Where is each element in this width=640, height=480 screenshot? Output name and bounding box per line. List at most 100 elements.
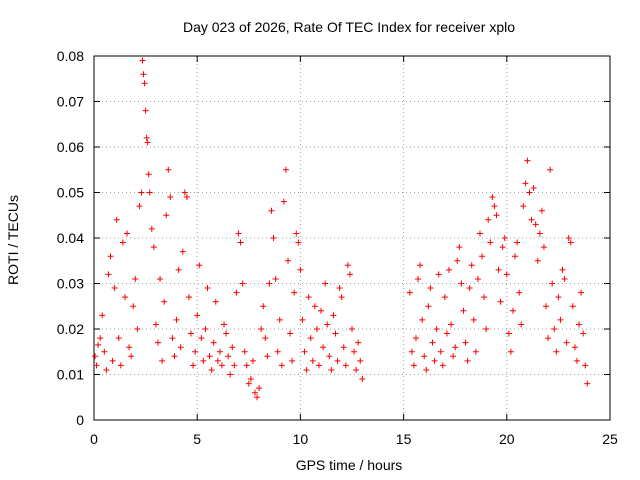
data-point bbox=[293, 230, 300, 237]
axis-ticks: 0 5 10 15 20 25 0 0.01 0.02 0.03 0.04 0.05 0.06 0.07 0… bbox=[57, 48, 618, 447]
data-point bbox=[239, 280, 246, 287]
data-point bbox=[218, 362, 225, 369]
data-point bbox=[446, 266, 453, 273]
data-point bbox=[150, 244, 157, 251]
data-point bbox=[105, 271, 112, 278]
plot-frame bbox=[93, 55, 611, 421]
data-point bbox=[111, 285, 118, 292]
data-point bbox=[419, 316, 426, 323]
data-point bbox=[340, 344, 347, 351]
data-point bbox=[543, 303, 550, 310]
data-point bbox=[342, 362, 349, 369]
data-point bbox=[305, 294, 312, 301]
data-point bbox=[540, 244, 547, 251]
data-point bbox=[509, 307, 516, 314]
data-point bbox=[561, 275, 568, 282]
data-point bbox=[143, 134, 150, 141]
data-point bbox=[313, 326, 320, 332]
data-point bbox=[154, 339, 161, 346]
data-point bbox=[454, 257, 461, 264]
data-point bbox=[328, 366, 335, 373]
data-point bbox=[192, 348, 199, 355]
data-point bbox=[247, 376, 254, 383]
data-point bbox=[109, 357, 116, 364]
y-tick-label: 0.06 bbox=[57, 139, 84, 155]
data-point bbox=[152, 321, 159, 328]
data-point bbox=[185, 294, 192, 301]
data-point bbox=[472, 348, 479, 355]
data-point bbox=[295, 239, 302, 246]
data-point bbox=[495, 266, 502, 273]
x-tick-label: 15 bbox=[396, 431, 412, 447]
data-point bbox=[479, 253, 486, 260]
data-point bbox=[256, 385, 263, 392]
data-point bbox=[136, 203, 143, 210]
data-point bbox=[303, 366, 310, 373]
x-tick-label: 25 bbox=[602, 431, 618, 447]
data-point bbox=[113, 216, 120, 223]
data-point bbox=[223, 330, 230, 337]
data-point bbox=[551, 326, 558, 332]
data-point bbox=[243, 362, 250, 369]
data-point bbox=[514, 239, 521, 246]
data-point bbox=[582, 362, 589, 369]
data-point bbox=[235, 230, 242, 237]
data-point bbox=[225, 353, 232, 360]
data-point bbox=[245, 380, 252, 387]
data-point bbox=[425, 303, 432, 310]
data-point bbox=[520, 203, 527, 210]
data-point bbox=[452, 344, 459, 351]
data-point bbox=[144, 139, 151, 146]
data-point bbox=[258, 326, 265, 332]
data-point bbox=[276, 316, 283, 323]
data-point bbox=[518, 321, 525, 328]
data-point bbox=[188, 330, 195, 337]
data-point bbox=[175, 266, 182, 273]
data-point bbox=[196, 262, 203, 269]
data-point bbox=[299, 316, 306, 323]
data-point bbox=[338, 294, 345, 301]
chart-title: Day 023 of 2026, Rate Of TEC Index for r… bbox=[183, 19, 515, 35]
y-tick-label: 0.03 bbox=[57, 276, 84, 292]
y-tick-label: 0.05 bbox=[57, 185, 84, 201]
data-point bbox=[532, 221, 539, 228]
data-point bbox=[441, 294, 448, 301]
data-point bbox=[468, 262, 475, 269]
data-point bbox=[357, 357, 364, 364]
data-point bbox=[115, 335, 122, 342]
data-point bbox=[530, 184, 537, 191]
data-point bbox=[528, 216, 535, 223]
data-point bbox=[138, 189, 145, 196]
data-point bbox=[344, 262, 351, 269]
data-point bbox=[464, 357, 471, 364]
data-point bbox=[557, 316, 564, 323]
x-tick-label: 5 bbox=[193, 431, 201, 447]
data-point bbox=[499, 244, 506, 251]
data-point bbox=[318, 307, 325, 314]
data-point bbox=[307, 335, 314, 342]
data-point bbox=[346, 271, 353, 278]
data-point bbox=[274, 348, 281, 355]
data-point bbox=[448, 321, 455, 328]
data-point bbox=[280, 198, 287, 205]
data-point bbox=[237, 239, 244, 246]
data-point bbox=[157, 275, 164, 282]
data-point bbox=[233, 289, 240, 296]
data-point bbox=[565, 235, 572, 241]
data-point bbox=[121, 294, 128, 301]
data-point bbox=[526, 189, 533, 196]
data-point bbox=[476, 230, 483, 237]
data-point bbox=[169, 335, 176, 342]
data-point bbox=[545, 335, 552, 342]
data-point bbox=[315, 362, 322, 369]
data-point bbox=[483, 326, 490, 332]
data-point bbox=[437, 348, 444, 355]
data-point bbox=[107, 253, 114, 260]
data-point bbox=[491, 203, 498, 210]
data-point bbox=[287, 330, 294, 337]
data-point bbox=[309, 357, 316, 364]
data-point bbox=[460, 307, 467, 314]
data-point bbox=[427, 285, 434, 292]
data-point bbox=[227, 371, 234, 378]
